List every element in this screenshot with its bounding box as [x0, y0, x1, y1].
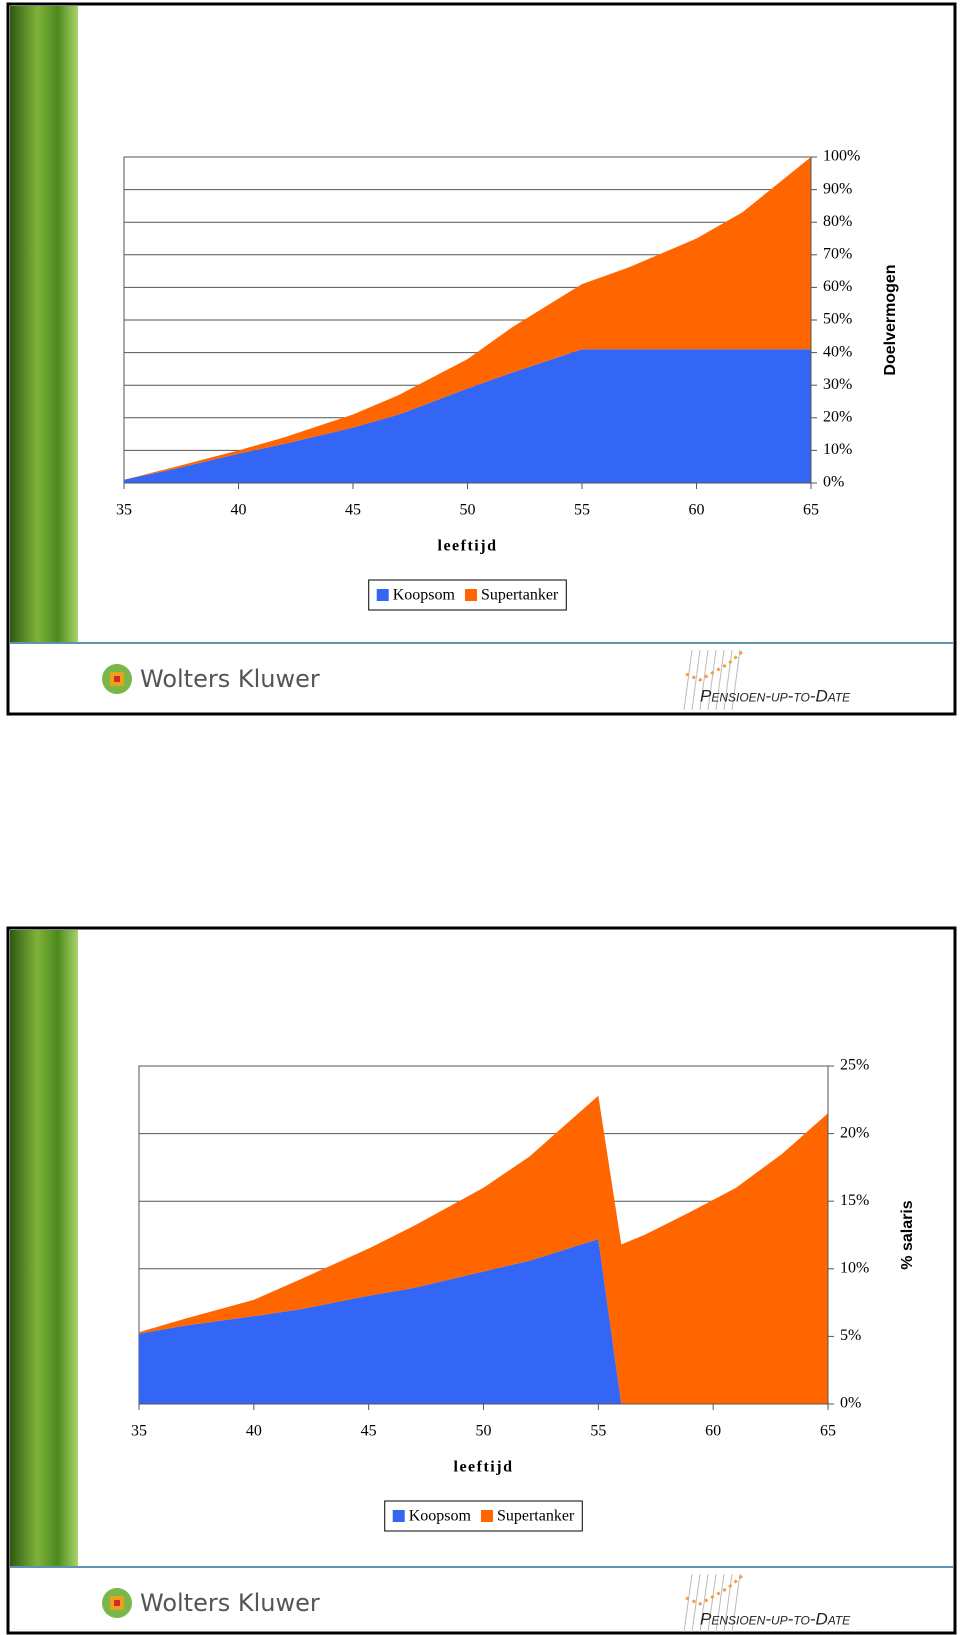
grass-strip [10, 930, 78, 1566]
x-axis-title: leeftijd [438, 538, 498, 555]
y-tick-label: 70% [823, 245, 852, 262]
y-axis-title: Doelvermogen [882, 264, 899, 375]
chart: 0% 10% 20% 30% 40% 50% 60% 70% 80% 90% 100% 35 40 45 5… [116, 148, 899, 611]
product-name: Pensioen-up-to-Date [700, 686, 851, 705]
x-tick-label: 45 [361, 1423, 377, 1440]
area [124, 349, 811, 483]
y-tick-label: 10% [840, 1259, 869, 1276]
y-tick-label: 20% [823, 408, 852, 425]
publisher-name: Wolters Kluwer [140, 665, 320, 693]
product-logo: Pensioen-up-to-Date [683, 649, 851, 711]
x-tick-label: 50 [460, 502, 476, 519]
y-tick-label: 80% [823, 213, 852, 230]
x-axis-title: leeftijd [454, 1459, 514, 1476]
x-tick-label: 40 [231, 502, 247, 519]
y-tick-label: 0% [840, 1395, 861, 1412]
legend-swatch [480, 1510, 493, 1522]
x-tick-label: 35 [116, 502, 132, 519]
y-tick-label: 15% [840, 1192, 869, 1209]
y-tick-label: 25% [840, 1057, 869, 1074]
publisher-logo: Wolters Kluwer [102, 664, 320, 694]
y-axis-title: % salaris [899, 1200, 916, 1269]
x-tick-label: 60 [705, 1423, 721, 1440]
product-name: Pensioen-up-to-Date [700, 1609, 851, 1628]
x-tick-label: 55 [590, 1423, 606, 1440]
y-tick-label: 50% [823, 311, 852, 328]
y-tick-label: 90% [823, 180, 852, 197]
legend-label: Supertanker [481, 587, 559, 604]
chart: 0% 5% 10% 15% 20% 25% 35 40 45 50 55 60 65 leeftijd % … [131, 1057, 916, 1532]
grass-strip [10, 6, 78, 642]
x-tick-label: 35 [131, 1423, 147, 1440]
x-tick-label: 65 [820, 1423, 836, 1440]
publisher-logo: Wolters Kluwer [102, 1588, 320, 1618]
y-tick-label: 20% [840, 1124, 869, 1141]
legend-label: Supertanker [497, 1508, 575, 1525]
y-tick-label: 5% [840, 1327, 861, 1344]
area [139, 1095, 828, 1404]
y-tick-label: 10% [823, 441, 852, 458]
y-tick-label: 0% [823, 474, 844, 491]
x-tick-label: 60 [689, 502, 705, 519]
publisher-name: Wolters Kluwer [140, 1589, 320, 1617]
x-tick-label: 40 [246, 1423, 262, 1440]
x-tick-label: 45 [345, 502, 361, 519]
y-tick-label: 100% [823, 148, 860, 165]
legend: Koopsom Supertanker [384, 1500, 583, 1532]
product-logo: Pensioen-up-to-Date [683, 1573, 851, 1633]
x-tick-label: 55 [574, 502, 590, 519]
x-tick-label: 65 [803, 502, 819, 519]
legend: Koopsom Supertanker [368, 579, 567, 611]
legend-label: Koopsom [409, 1508, 472, 1525]
legend-label: Koopsom [393, 587, 456, 604]
y-tick-label: 60% [823, 278, 852, 295]
area [139, 1239, 828, 1404]
y-tick-label: 30% [823, 376, 852, 393]
x-tick-label: 50 [476, 1423, 492, 1440]
legend-swatch [392, 1510, 405, 1522]
legend-swatch [376, 589, 389, 601]
legend-swatch [464, 589, 477, 601]
area [124, 157, 811, 480]
y-tick-label: 40% [823, 343, 852, 360]
